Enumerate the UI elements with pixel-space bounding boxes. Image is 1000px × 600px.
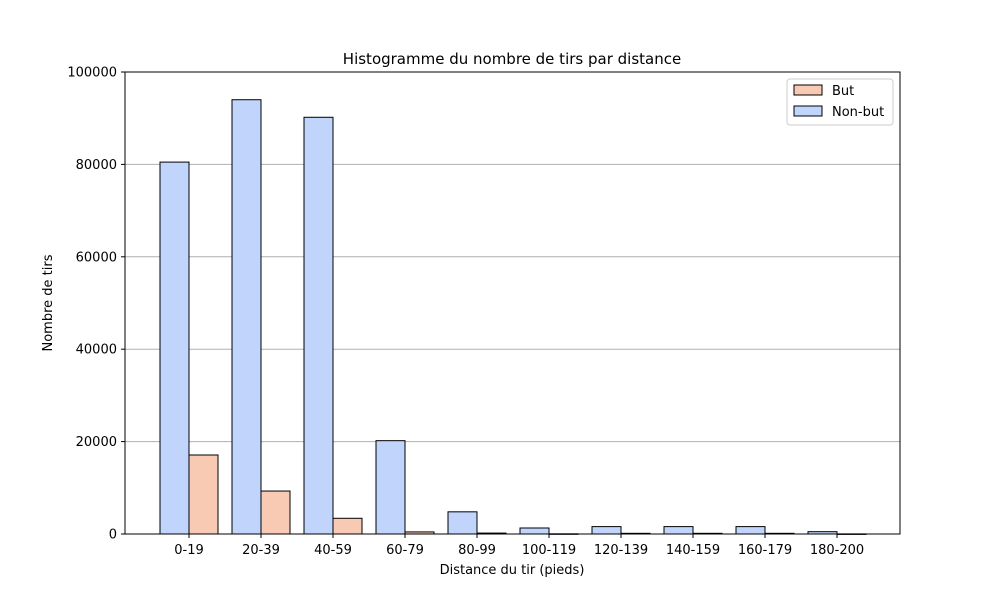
chart-title: Histogramme du nombre de tirs par distan…	[343, 50, 681, 68]
x-tick-label: 100-119	[522, 543, 576, 558]
y-tick-label: 60000	[76, 250, 117, 265]
y-axis-label: Nombre de tirs	[41, 254, 56, 351]
legend-label-but: But	[832, 84, 854, 99]
bar-non-but-140-159	[663, 526, 694, 535]
bar-but-40-59	[332, 517, 363, 535]
bar-non-but-60-79	[375, 440, 406, 535]
legend-swatch-but	[793, 84, 823, 96]
y-tick-label: 80000	[76, 158, 117, 173]
x-axis-label: Distance du tir (pieds)	[440, 563, 585, 578]
bar-non-but-100-119	[519, 527, 550, 535]
x-tick-label: 180-200	[810, 543, 864, 558]
bars	[159, 99, 867, 535]
x-tick-label: 160-179	[738, 543, 792, 558]
y-tick-label: 100000	[67, 66, 117, 81]
x-tick-label: 120-139	[594, 543, 648, 558]
bar-non-but-0-19	[159, 161, 190, 535]
bar-but-20-39	[260, 490, 291, 535]
bar-non-but-80-99	[447, 511, 478, 535]
y-axis: 0 20000 40000 60000 80000 100000	[67, 66, 125, 543]
plot-frame	[124, 71, 901, 535]
bar-non-but-160-179	[735, 526, 766, 535]
y-tick-label: 40000	[76, 343, 117, 358]
bar-non-but-120-139	[591, 526, 622, 535]
x-tick-label: 0-19	[174, 543, 204, 558]
x-tick-label: 60-79	[386, 543, 424, 558]
y-tick-label: 0	[109, 528, 117, 543]
x-axis: 0-19 20-39 40-59 60-79 80-99 100-119 120-139 14…	[174, 534, 864, 558]
legend-swatch-non-but	[793, 105, 823, 117]
x-tick-label: 20-39	[242, 543, 280, 558]
bar-non-but-20-39	[231, 99, 262, 535]
bar-non-but-40-59	[303, 116, 334, 535]
bar-but-0-19	[188, 454, 219, 535]
legend-label-non-but: Non-but	[832, 105, 884, 120]
x-tick-label: 140-159	[666, 543, 720, 558]
x-tick-label: 40-59	[314, 543, 352, 558]
y-tick-label: 20000	[76, 435, 117, 450]
legend: But Non-but	[786, 78, 894, 126]
x-tick-label: 80-99	[458, 543, 496, 558]
